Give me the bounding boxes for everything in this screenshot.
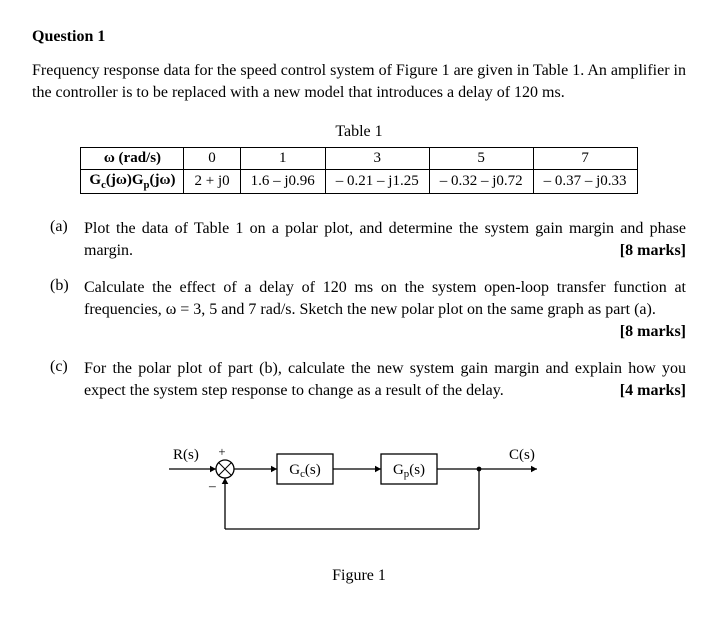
svg-text:R(s): R(s) [173, 447, 199, 463]
table-row: Gc(jω)Gp(jω) 2 + j0 1.6 – j0.96 – 0.21 –… [81, 170, 637, 194]
part-marks: [8 marks] [620, 240, 686, 262]
table-cell: 3 [325, 148, 429, 170]
table-cell: – 0.32 – j0.72 [429, 170, 533, 194]
part-label: (a) [50, 218, 84, 261]
part-a: (a) Plot the data of Table 1 on a polar … [50, 218, 686, 261]
figure-caption: Figure 1 [32, 567, 686, 585]
table-cell: 1 [240, 148, 325, 170]
part-c: (c) For the polar plot of part (b), calc… [50, 358, 686, 401]
data-table: ω (rad/s) 0 1 3 5 7 Gc(jω)Gp(jω) 2 + j0 … [80, 147, 637, 194]
table-cell: 7 [533, 148, 637, 170]
part-text: For the polar plot of part (b), calculat… [84, 360, 686, 399]
part-text: Plot the data of Table 1 on a polar plot… [84, 220, 686, 259]
part-text: Calculate the effect of a delay of 120 m… [84, 279, 686, 318]
table-cell: 2 + j0 [184, 170, 240, 194]
svg-text:C(s): C(s) [509, 447, 535, 463]
part-body: Plot the data of Table 1 on a polar plot… [84, 218, 686, 261]
intro-text: Frequency response data for the speed co… [32, 60, 686, 103]
svg-text:+: + [218, 445, 225, 459]
part-label: (c) [50, 358, 84, 401]
part-body: For the polar plot of part (b), calculat… [84, 358, 686, 401]
part-b: (b) Calculate the effect of a delay of 1… [50, 277, 686, 342]
table-cell: 1.6 – j0.96 [240, 170, 325, 194]
svg-text:Gc(s): Gc(s) [289, 462, 320, 480]
question-title: Question 1 [32, 28, 686, 46]
part-marks: [8 marks] [620, 321, 686, 343]
part-label: (b) [50, 277, 84, 342]
row-header-omega: ω (rad/s) [81, 148, 184, 170]
table-cell: – 0.21 – j1.25 [325, 170, 429, 194]
part-body: Calculate the effect of a delay of 120 m… [84, 277, 686, 342]
part-marks: [4 marks] [620, 380, 686, 402]
table-caption: Table 1 [32, 123, 686, 141]
svg-text:Gp(s): Gp(s) [393, 462, 425, 480]
table-cell: – 0.37 – j0.33 [533, 170, 637, 194]
table-cell: 5 [429, 148, 533, 170]
table-row: ω (rad/s) 0 1 3 5 7 [81, 148, 637, 170]
parts-list: (a) Plot the data of Table 1 on a polar … [50, 218, 686, 401]
table-cell: 0 [184, 148, 240, 170]
svg-text:–: – [208, 478, 216, 493]
row-header-g: Gc(jω)Gp(jω) [81, 170, 184, 194]
figure-1: R(s) + – Gc(s) Gp(s) C(s) Figure 1 [32, 429, 686, 585]
block-diagram: R(s) + – Gc(s) Gp(s) C(s) [149, 429, 569, 559]
